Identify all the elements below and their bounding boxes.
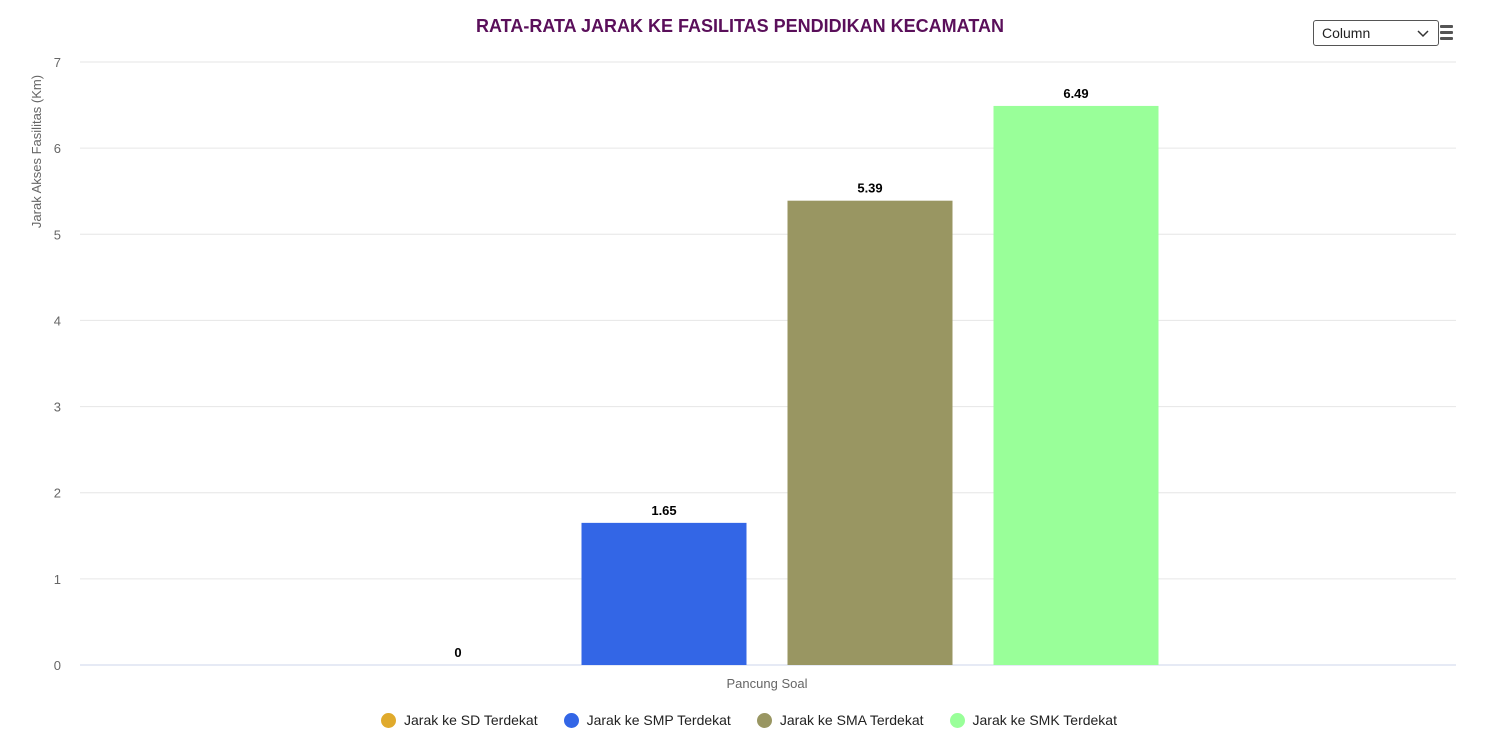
y-tick-label: 0 (54, 658, 61, 673)
legend-swatch (381, 712, 396, 728)
data-label: 5.39 (857, 181, 882, 196)
y-tick-label: 4 (54, 313, 61, 328)
y-tick-label: 7 (54, 55, 61, 70)
chevron-down-icon (1417, 30, 1429, 38)
y-tick-label: 5 (54, 227, 61, 242)
bar (993, 105, 1159, 665)
legend-label: Jarak ke SMK Terdekat (972, 712, 1117, 728)
legend: Jarak ke SD Terdekat Jarak ke SMP Terdeka… (0, 712, 1498, 728)
y-tick-label: 1 (54, 572, 61, 587)
y-tick-label: 6 (54, 141, 61, 156)
legend-item[interactable]: Jarak ke SMA Terdekat (756, 712, 924, 728)
chart-type-value: Column (1322, 25, 1371, 41)
data-label: 0 (454, 645, 461, 660)
y-axis-title: Jarak Akses Fasilitas (Km) (29, 75, 44, 228)
bar (787, 200, 953, 665)
y-tick-label: 3 (54, 400, 61, 415)
y-tick-label: 2 (54, 486, 61, 501)
data-label: 6.49 (1063, 86, 1088, 101)
legend-item[interactable]: Jarak ke SD Terdekat (381, 712, 538, 728)
legend-item[interactable]: Jarak ke SMP Terdekat (563, 712, 731, 728)
chart-type-select[interactable]: Column (1313, 20, 1439, 46)
legend-swatch (756, 712, 772, 728)
data-label: 1.65 (651, 503, 676, 518)
legend-label: Jarak ke SMP Terdekat (586, 712, 731, 728)
bar (581, 522, 747, 665)
hamburger-menu-icon[interactable] (1440, 25, 1453, 43)
legend-swatch (563, 712, 579, 728)
legend-item[interactable]: Jarak ke SMK Terdekat (949, 712, 1117, 728)
x-tick-label: Pancung Soal (727, 676, 808, 691)
legend-swatch (949, 712, 965, 728)
legend-label: Jarak ke SMA Terdekat (779, 712, 924, 728)
legend-label: Jarak ke SD Terdekat (404, 712, 538, 728)
chart-title: RATA-RATA JARAK KE FASILITAS PENDIDIKAN … (476, 16, 1004, 36)
